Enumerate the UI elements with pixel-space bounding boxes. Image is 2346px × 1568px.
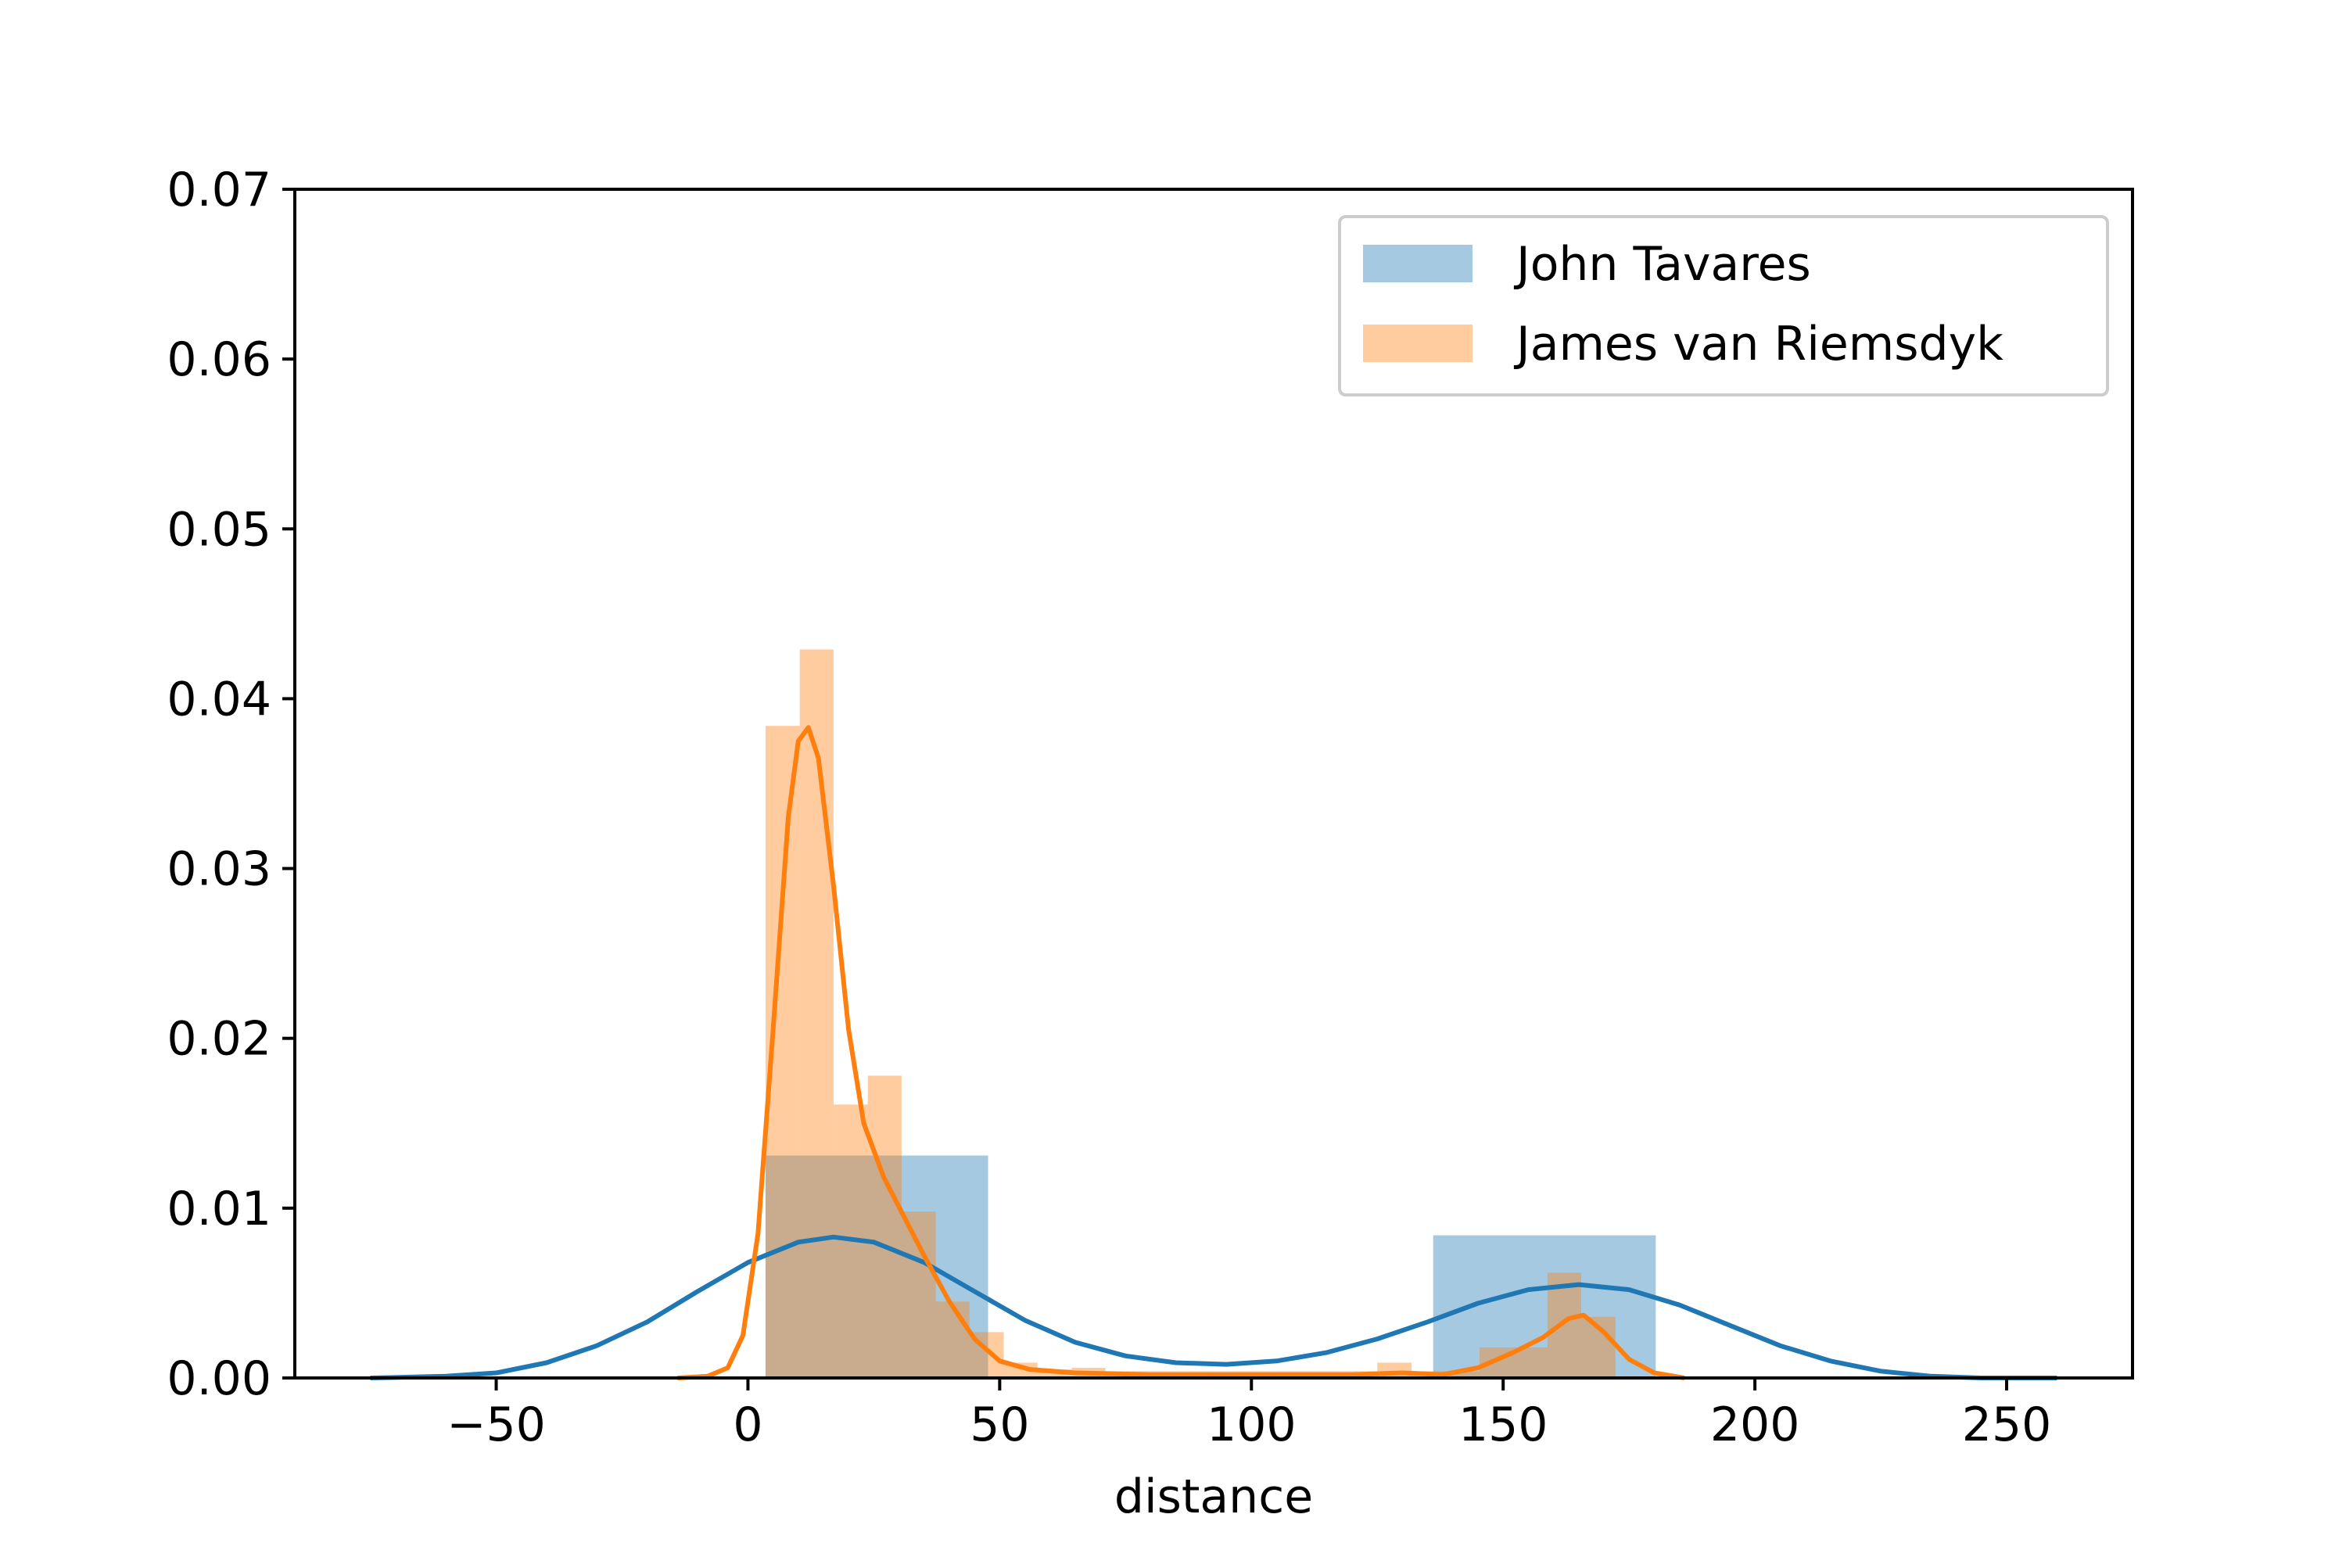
- hist-bar-james-van-riemsdyk-23: [1547, 1272, 1581, 1378]
- hist-bar-james-van-riemsdyk-5: [935, 1301, 970, 1378]
- hist-bar-james-van-riemsdyk-4: [901, 1211, 936, 1378]
- legend-frame: [1338, 215, 2109, 396]
- legend-label-james-van-riemsdyk: James van Riemsdyk: [1513, 317, 2003, 371]
- x-tick-label: 100: [1207, 1398, 1297, 1452]
- x-tick-label: 150: [1458, 1398, 1548, 1452]
- y-tick-label: 0.00: [167, 1351, 271, 1406]
- x-tick-label: −50: [447, 1398, 546, 1452]
- legend-swatch-john-tavares: [1363, 245, 1473, 282]
- hist-bar-john-tavares-0: [765, 1155, 988, 1378]
- hist-bar-james-van-riemsdyk-20: [1445, 1371, 1480, 1378]
- x-tick-label: 0: [733, 1398, 762, 1452]
- y-tick-label: 0.02: [167, 1012, 271, 1067]
- y-tick-label: 0.03: [167, 842, 271, 897]
- x-axis: −50 0 50 100 150 200 250: [447, 1378, 2051, 1452]
- y-tick-label: 0.06: [167, 332, 271, 387]
- kde-line-john-tavares: [370, 1234, 2057, 1380]
- kde-line-james-van-riemsdyk: [677, 725, 1685, 1380]
- y-tick-label: 0.05: [167, 502, 271, 557]
- legend: John Tavares James van Riemsdyk: [1338, 215, 2109, 396]
- y-tick-label: 0.07: [167, 163, 271, 217]
- legend-label-john-tavares: John Tavares: [1513, 237, 1811, 292]
- y-tick-label: 0.04: [167, 672, 271, 727]
- hist-bar-james-van-riemsdyk-8: [1037, 1369, 1072, 1378]
- x-tick-label: 250: [1962, 1398, 2052, 1452]
- x-axis-label: distance: [1114, 1469, 1313, 1524]
- y-axis: 0.00 0.01 0.02 0.03 0.04 0.05 0.06 0.07: [167, 163, 295, 1406]
- plot-area-frame: [293, 188, 2134, 1380]
- hist-bar-james-van-riemsdyk-3: [867, 1075, 902, 1378]
- hist-bar-james-van-riemsdyk-1: [799, 649, 834, 1378]
- y-tick-label: 0.01: [167, 1182, 271, 1236]
- x-tick-label: 50: [970, 1398, 1029, 1452]
- kde-curves: [370, 725, 2057, 1380]
- legend-swatch-james-van-riemsdyk: [1363, 325, 1473, 362]
- hist-bar-james-van-riemsdyk-22: [1513, 1347, 1548, 1378]
- histogram-bars: [765, 649, 1656, 1378]
- x-tick-label: 200: [1710, 1398, 1800, 1452]
- legend-items: John Tavares James van Riemsdyk: [1363, 237, 2003, 371]
